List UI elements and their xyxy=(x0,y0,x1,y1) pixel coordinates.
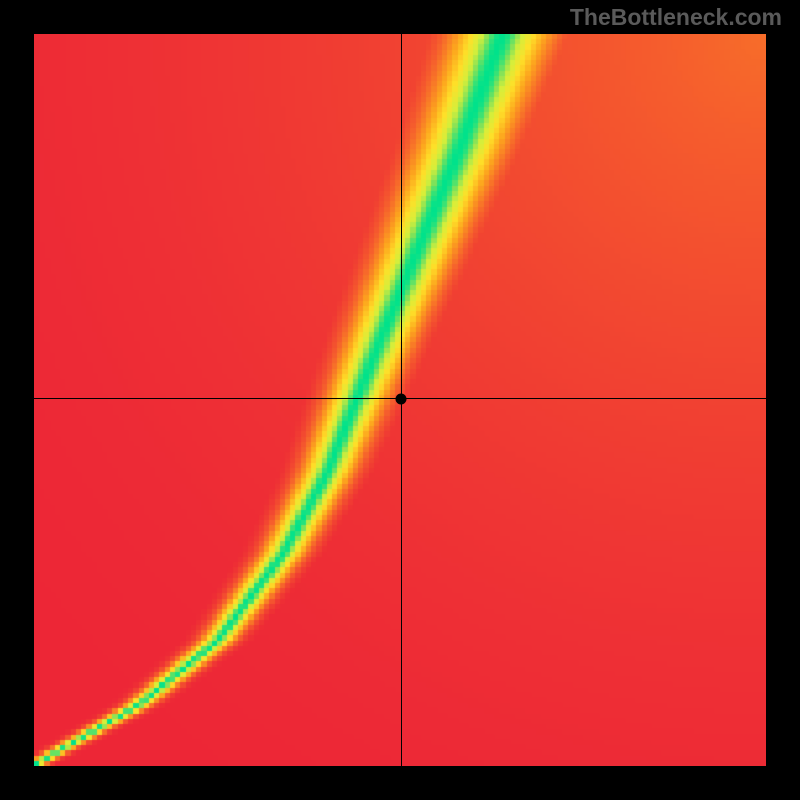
watermark: TheBottleneck.com xyxy=(570,4,782,31)
crosshair-marker xyxy=(396,393,407,404)
heatmap-plot xyxy=(34,34,766,766)
